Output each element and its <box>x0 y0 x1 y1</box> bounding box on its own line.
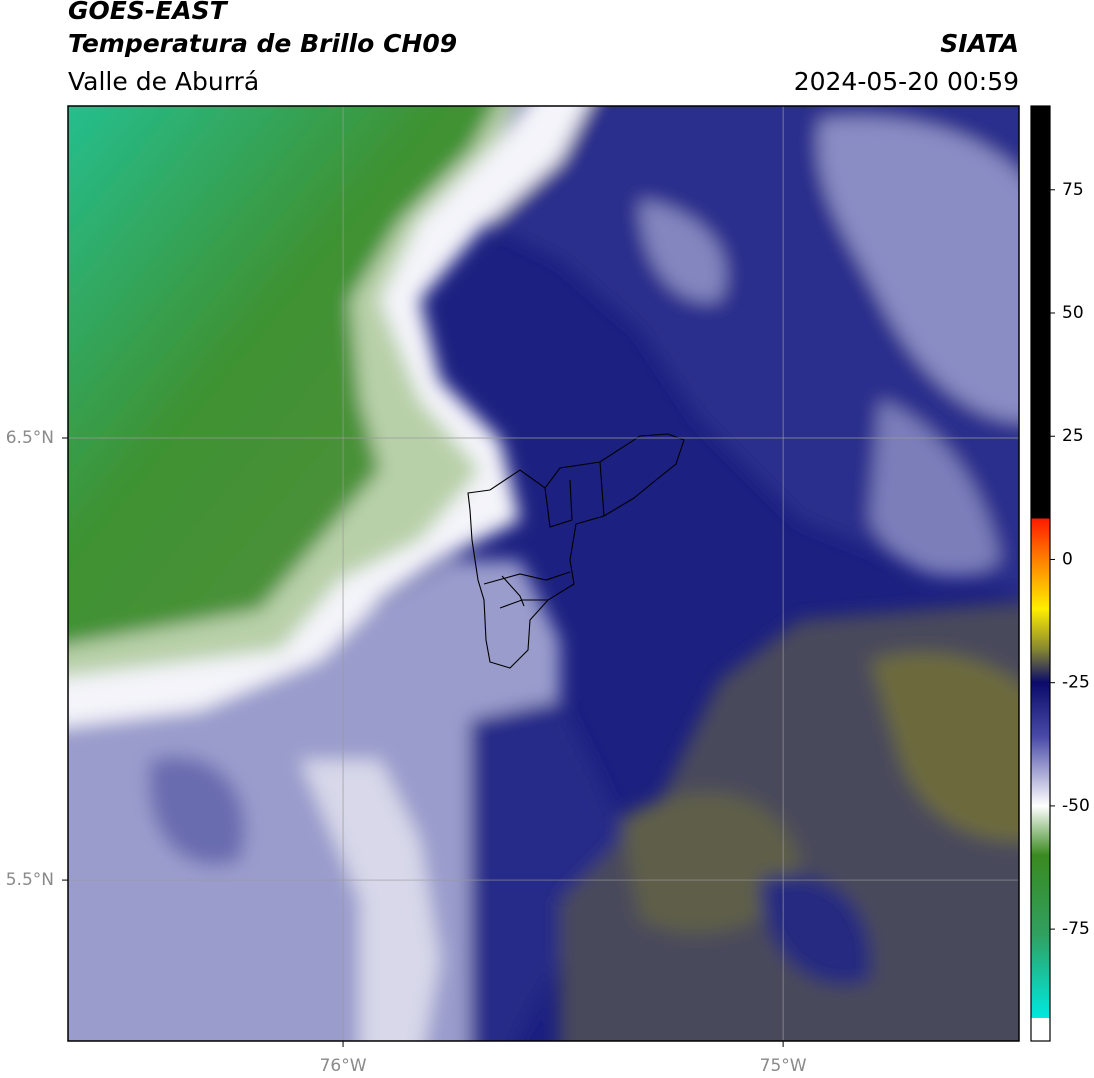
y-tick-label: 5.5°N <box>6 870 54 890</box>
colorbar-tick-label: -75 <box>1062 919 1090 939</box>
colorbar <box>1031 106 1050 1041</box>
map-frame <box>67 105 1020 1042</box>
region: Valle de Aburrá <box>68 67 259 96</box>
satellite-field <box>68 106 1019 1041</box>
x-tick-label: 75°W <box>760 1056 807 1076</box>
colorbar-tick-label: 25 <box>1062 426 1084 446</box>
colorbar-tick-label: -50 <box>1062 796 1090 816</box>
graticule <box>68 106 1019 1041</box>
source: SIATA <box>940 29 1019 58</box>
colorbar-frame <box>1030 105 1051 1042</box>
y-tick-label: 6.5°N <box>6 428 54 448</box>
x-tick-label: 76°W <box>320 1056 367 1076</box>
colorbar-tick-label: 0 <box>1062 549 1073 569</box>
subtitle: Temperatura de Brillo CH09 <box>68 29 457 58</box>
colorbar-tick-label: -25 <box>1062 673 1090 693</box>
colorbar-tick-label: 50 <box>1062 303 1084 323</box>
colorbar-tick-label: 75 <box>1062 180 1084 200</box>
timestamp: 2024-05-20 00:59 <box>794 67 1019 96</box>
title: GOES-EAST <box>68 0 229 25</box>
